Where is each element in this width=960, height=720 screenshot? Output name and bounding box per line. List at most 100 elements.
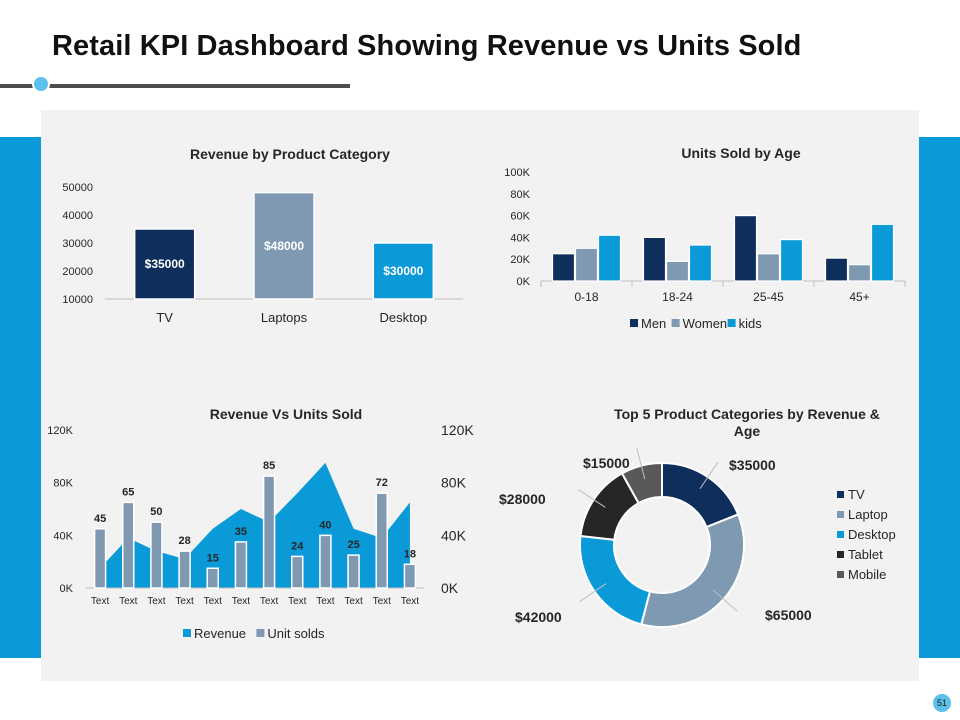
chart3-right-y-tick-label: 80K	[441, 475, 467, 491]
chart3-data-label: 28	[178, 535, 190, 547]
chart2-bar-kids	[870, 223, 895, 282]
chart3-data-label: 40	[319, 519, 331, 531]
chart3-x-tick-label: Text	[119, 596, 138, 607]
chart2-y-tick-label: 100K	[504, 167, 530, 179]
chart1-x-tick-label: Desktop	[379, 310, 427, 325]
chart4-title: Top 5 Product Categories by Revenue &	[614, 406, 880, 422]
chart3-left-y-tick-label: 40K	[53, 530, 73, 542]
chart3-left-y-tick-label: 0K	[60, 583, 74, 595]
chart3-right-y-tick-label: 0K	[441, 580, 459, 596]
chart1-data-label: $30000	[383, 264, 423, 278]
chart4-legend-swatch	[837, 491, 844, 498]
chart3-data-label: 50	[150, 506, 162, 518]
chart2-bar-men	[733, 215, 758, 282]
chart2-y-tick-label: 80K	[510, 189, 530, 201]
chart4-legend-swatch	[837, 571, 844, 578]
chart4-slice-tv	[661, 461, 740, 529]
chart1-data-label: $35000	[145, 257, 185, 271]
chart1-x-tick-label: TV	[156, 310, 173, 325]
chart4-legend-swatch	[837, 531, 844, 538]
chart2-y-tick-label: 0K	[517, 276, 531, 288]
chart2-y-tick-label: 20K	[510, 254, 530, 266]
chart2-bar-women	[756, 253, 781, 282]
chart3-revenue-area	[100, 462, 410, 588]
chart2-bar-kids	[779, 238, 804, 282]
chart1-title: Revenue by Product Category	[190, 146, 390, 162]
chart2-legend-label: kids	[739, 316, 763, 331]
chart3-x-tick-label: Text	[204, 596, 223, 607]
title-underline	[0, 84, 350, 88]
chart3-x-tick-label: Text	[373, 596, 392, 607]
chart3-units-bar	[375, 492, 388, 589]
chart3-data-label: 72	[376, 477, 388, 489]
chart3-left-y-tick-label: 80K	[53, 478, 73, 490]
chart4-leader-line	[578, 489, 606, 508]
chart4-title: Age	[734, 423, 761, 439]
accent-band-right	[918, 137, 960, 658]
page-number: 51	[933, 694, 951, 712]
chart4-leader-line	[636, 448, 646, 480]
chart3-x-tick-label: Text	[175, 596, 194, 607]
chart3-x-tick-label: Text	[316, 596, 335, 607]
chart2-legend-swatch	[727, 319, 736, 327]
chart2-bar-kids	[597, 234, 622, 282]
chart3-legend-label: Revenue	[194, 626, 246, 641]
chart4-legend-swatch	[837, 551, 844, 558]
chart4-legend-label: Laptop	[848, 507, 888, 522]
chart3-x-tick-label: Text	[147, 596, 166, 607]
chart3-x-tick-label: Text	[344, 596, 363, 607]
chart4-data-label: $15000	[583, 455, 630, 471]
chart1-x-tick-label: Laptops	[261, 310, 308, 325]
chart2-bar-women	[665, 260, 690, 282]
chart2-bar-men	[551, 253, 576, 282]
chart1-y-tick-label: 10000	[62, 294, 93, 306]
chart3-data-label: 65	[122, 486, 134, 498]
chart4-data-label: $65000	[765, 607, 812, 623]
chart2-bar-women	[574, 247, 599, 282]
chart3-data-label: 18	[404, 548, 416, 560]
chart4-legend-label: Mobile	[848, 567, 886, 582]
chart2-y-tick-label: 40K	[510, 232, 530, 244]
chart2-y-tick-label: 60K	[510, 211, 530, 223]
chart2-x-tick-label: 0-18	[574, 290, 598, 304]
chart3-right-y-tick-label: 120K	[441, 422, 474, 438]
chart3-units-bar	[234, 541, 248, 589]
chart3-units-bar	[291, 555, 304, 589]
chart3-units-bar	[93, 528, 107, 589]
chart4-slice-mobile	[620, 461, 663, 505]
chart4-leader-line	[579, 583, 607, 603]
chart4-legend-swatch	[837, 511, 844, 518]
chart2-legend-swatch	[671, 319, 680, 327]
chart1-y-tick-label: 50000	[62, 182, 93, 194]
chart1-y-tick-label: 40000	[62, 210, 93, 222]
chart2-x-tick-label: 45+	[849, 290, 869, 304]
chart3-units-bar	[178, 550, 191, 589]
chart2-bar-men	[824, 257, 849, 282]
chart3-title: Revenue Vs Units Sold	[210, 406, 362, 422]
chart1-y-tick-label: 20000	[62, 266, 93, 278]
page-title: Retail KPI Dashboard Showing Revenue vs …	[52, 30, 802, 62]
chart2-bar-kids	[688, 244, 713, 282]
chart1-y-tick-label: 30000	[62, 238, 93, 250]
chart2-legend-swatch	[630, 319, 638, 327]
chart3-units-bar	[319, 534, 332, 589]
chart3-data-label: 35	[235, 526, 247, 538]
chart3-units-bar	[122, 501, 135, 589]
chart3-x-tick-label: Text	[232, 596, 251, 607]
chart3-units-bar	[403, 563, 417, 589]
chart3-x-tick-label: Text	[288, 596, 307, 607]
chart3-legend-swatch	[256, 629, 265, 637]
accent-band-left	[0, 137, 42, 658]
chart4-data-label: $35000	[729, 457, 776, 473]
chart1-bar	[253, 191, 315, 300]
chart4-legend-label: Tablet	[848, 547, 883, 562]
chart4-leader-line	[699, 461, 719, 489]
chart3-left-y-tick-label: 120K	[47, 425, 73, 437]
chart3-data-label: 25	[347, 539, 359, 551]
chart3-legend-swatch	[183, 629, 191, 637]
chart4-slice-laptop	[640, 513, 745, 628]
chart3-units-bar	[206, 567, 219, 589]
chart3-units-bar	[262, 475, 276, 589]
chart2-x-tick-label: 25-45	[753, 290, 784, 304]
